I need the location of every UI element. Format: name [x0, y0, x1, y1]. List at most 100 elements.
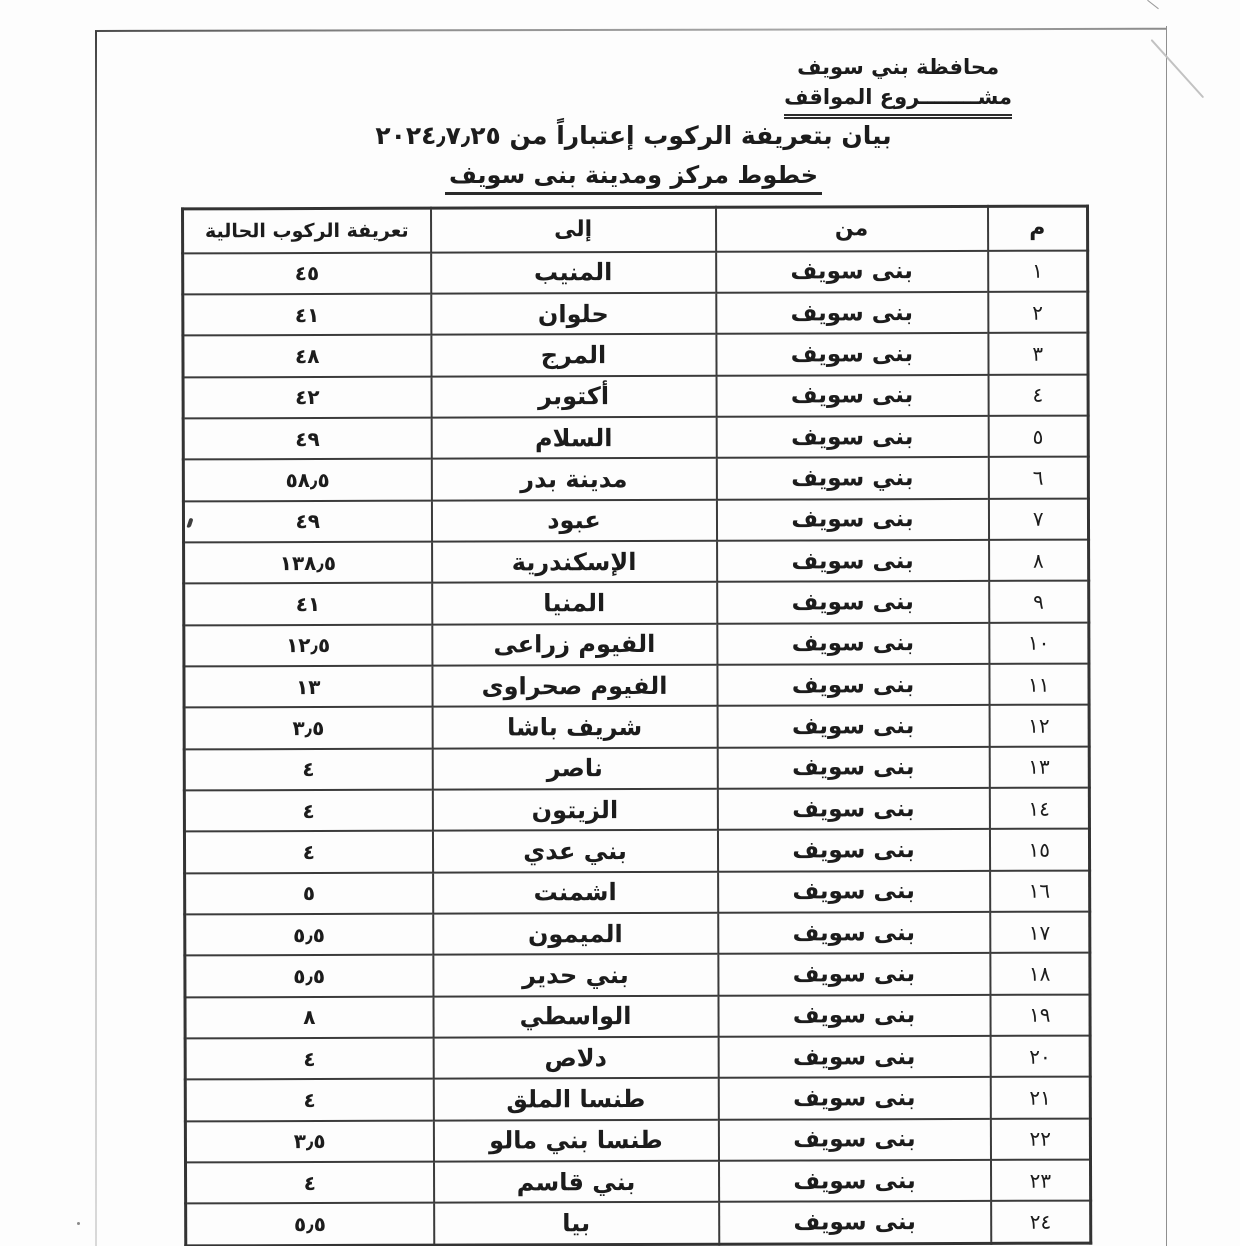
- from-cell: بنى سويف: [717, 787, 990, 831]
- table-row: ١١ بنى سويف الفيوم صحراوى ١٣: [183, 663, 1090, 708]
- serial-cell: ١٧: [989, 911, 1090, 954]
- serial-cell: ١٤: [989, 787, 1090, 830]
- serial-cell: ١٣: [989, 746, 1090, 788]
- serial-cell: ١٢: [989, 704, 1090, 747]
- table-row: ٢٠ بنى سويف دلاص ٤: [185, 1035, 1091, 1080]
- table-row: ٨ بنى سويف الإسكندرية ١٣٨٫٥: [183, 539, 1089, 584]
- fare-cell: ٣٫٥: [184, 706, 433, 750]
- table-row: ٤ بنى سويف أكتوبر ٤٢: [183, 374, 1089, 419]
- from-cell: بنى سويف: [718, 1159, 991, 1203]
- from-cell: بنى سويف: [718, 1035, 991, 1079]
- to-cell: عبود: [431, 499, 717, 542]
- serial-cell: ١: [987, 250, 1088, 292]
- col-header-serial: م: [987, 206, 1088, 251]
- from-cell: بنى سويف: [717, 705, 990, 748]
- to-cell: بيا: [433, 1202, 719, 1246]
- from-cell: بنى سويف: [715, 250, 988, 293]
- table-row: ٧ بنى سويف عبود ٤٩: [183, 498, 1089, 543]
- from-cell: بنى سويف: [716, 581, 989, 624]
- from-cell: بني سويف: [716, 457, 989, 500]
- to-cell: الإسكندرية: [431, 540, 717, 583]
- table-row: ٥ بنى سويف السلام ٤٩: [183, 415, 1089, 460]
- document-title: بيان بتعريفة الركوب إعتباراً من ٢٠٢٤٫٧٫٢…: [375, 121, 892, 150]
- from-cell: بنى سويف: [716, 415, 989, 458]
- page-border-top: [94, 27, 1166, 32]
- from-cell: بنى سويف: [717, 829, 990, 872]
- to-cell: بني قاسم: [433, 1160, 719, 1204]
- fare-cell: ٤: [185, 1037, 434, 1080]
- table-row: ١٤ بنى سويف الزيتون ٤: [184, 787, 1090, 832]
- serial-cell: ١٠: [988, 622, 1089, 664]
- fare-cell: ٤٨: [182, 334, 432, 377]
- serial-cell: ١٥: [989, 828, 1090, 871]
- fare-cell: ٤٥: [182, 252, 431, 295]
- scan-artifact-diagonal: [1150, 39, 1205, 99]
- table-row: ٢٢ بنى سويف طنسا بني مالو ٣٫٥: [185, 1118, 1091, 1163]
- col-header-from: من: [715, 206, 988, 252]
- to-cell: الزيتون: [432, 788, 718, 831]
- to-cell: حلوان: [430, 292, 716, 335]
- table-row: ٢٤ بنى سويف بيا ٥٫٥: [185, 1200, 1091, 1246]
- fare-cell: ٤: [185, 1161, 434, 1204]
- from-cell: بنى سويف: [718, 1118, 991, 1161]
- fare-cell: ٥: [184, 872, 433, 915]
- fare-cell: ١٣٨٫٥: [183, 541, 432, 584]
- serial-cell: ٢٢: [990, 1118, 1091, 1160]
- from-cell: بنى سويف: [717, 746, 990, 789]
- serial-cell: ٨: [988, 539, 1089, 582]
- serial-cell: ٥: [988, 415, 1089, 458]
- table-row: ١٧ بنى سويف الميمون ٥٫٥: [184, 911, 1090, 956]
- to-cell: طنسا بني مالو: [433, 1119, 719, 1162]
- to-cell: المنيب: [430, 251, 716, 294]
- from-cell: بنى سويف: [717, 953, 990, 996]
- page-border-left: [95, 31, 97, 1246]
- to-cell: أكتوبر: [431, 375, 717, 418]
- fare-cell: ٤١: [182, 293, 431, 336]
- fare-cell: ٨: [184, 996, 434, 1039]
- table-row: ١٨ بنى سويف بني حدير ٥٫٥: [184, 952, 1090, 998]
- col-header-fare: تعريفة الركوب الحالية: [182, 208, 431, 253]
- page-border-right: [1166, 26, 1167, 1246]
- table-row: ٩ بنى سويف المنيا ٤١: [183, 580, 1089, 626]
- to-cell: الفيوم زراعى: [431, 623, 717, 666]
- project-name: مشــــــــروع المواقف: [784, 82, 1012, 119]
- table-row: ١٢ بنى سويف شريف باشا ٣٫٥: [184, 704, 1090, 750]
- serial-cell: ١٦: [989, 870, 1090, 912]
- table-row: ١٦ بنى سويف اشمنت ٥: [184, 870, 1090, 915]
- from-cell: بنى سويف: [716, 622, 989, 665]
- from-cell: بنى سويف: [715, 291, 988, 334]
- fare-cell: ٤: [184, 789, 433, 832]
- document-subtitle: خطوط مركز ومدينة بنى سويف: [444, 161, 823, 195]
- to-cell: الميمون: [432, 912, 718, 955]
- fare-cell: ٥٫٥: [185, 1203, 434, 1246]
- fare-table: م من إلى تعريفة الركوب الحالية ١ بنى سوي…: [181, 204, 1093, 1246]
- serial-cell: ٢٤: [990, 1200, 1091, 1244]
- to-cell: اشمنت: [432, 871, 718, 914]
- to-cell: الفيوم صحراوى: [431, 664, 718, 707]
- table-row: ١٥ بنى سويف بني عدي ٤: [184, 828, 1090, 874]
- to-cell: الواسطي: [432, 995, 719, 1038]
- header-row: م من إلى تعريفة الركوب الحالية: [182, 206, 1088, 253]
- to-cell: بني عدي: [432, 830, 718, 873]
- serial-cell: ٢٠: [990, 1035, 1091, 1078]
- serial-cell: ٣: [987, 332, 1089, 375]
- fare-cell: ٥٫٥: [184, 913, 433, 956]
- to-cell: السلام: [431, 416, 717, 459]
- table-row: ٢١ بنى سويف طنسا الملق ٤: [185, 1076, 1091, 1122]
- fare-cell: ٤٩: [183, 417, 432, 460]
- fare-cell: ٣٫٥: [185, 1120, 434, 1163]
- fare-cell: ١٢٫٥: [183, 624, 432, 667]
- table-row: ١٣ بنى سويف ناصر ٤: [184, 746, 1090, 791]
- from-cell: بنى سويف: [716, 539, 989, 582]
- from-cell: بنى سويف: [717, 870, 990, 913]
- to-cell: المرج: [430, 333, 717, 377]
- governorate-name: محافظة بني سويف: [797, 55, 1000, 79]
- serial-cell: ١١: [988, 663, 1090, 706]
- from-cell: بنى سويف: [717, 911, 990, 955]
- table-row: ٢٣ بنى سويف بني قاسم ٤: [185, 1159, 1091, 1204]
- to-cell: دلاص: [433, 1036, 719, 1080]
- fare-cell: ٤١: [183, 582, 432, 626]
- from-cell: بنى سويف: [718, 1077, 991, 1120]
- fare-cell: ٥٨٫٥: [183, 458, 432, 501]
